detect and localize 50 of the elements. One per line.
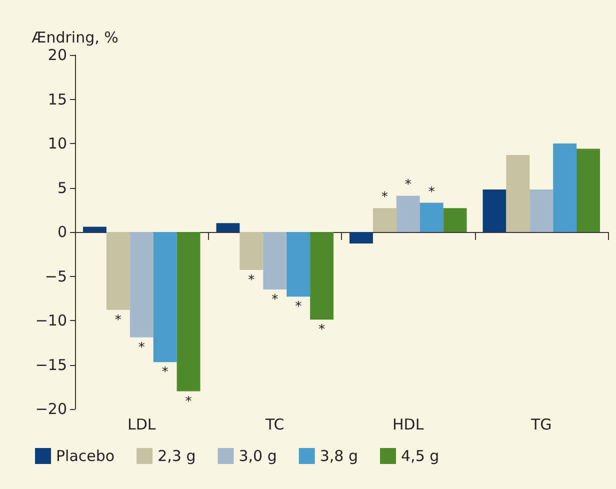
y-tick-label: −10	[35, 312, 67, 330]
y-tick-label: 15	[48, 90, 67, 108]
data-label: *	[295, 300, 302, 315]
y-tick-label: −20	[35, 400, 67, 418]
legend-label: 3,0 g	[238, 447, 277, 465]
x-tick-label: LDL	[127, 416, 156, 434]
data-label: *	[428, 184, 436, 200]
legend-label: 3,8 g	[320, 447, 358, 465]
bar	[240, 232, 264, 270]
bar	[286, 232, 310, 297]
data-label: *	[404, 178, 412, 193]
bar	[130, 232, 154, 338]
bar	[176, 232, 200, 392]
x-tick-label: TC	[264, 416, 284, 434]
bar	[82, 226, 106, 232]
bar	[482, 190, 506, 232]
bar	[310, 232, 334, 320]
data-label: *	[162, 365, 169, 380]
bar	[443, 208, 467, 232]
data-label: *	[272, 292, 279, 308]
bar	[106, 232, 130, 310]
y-tick-label: 20	[48, 46, 67, 64]
data-label: *	[381, 190, 388, 206]
legend-label: Placebo	[56, 447, 115, 465]
x-tick-label: HDL	[392, 416, 424, 434]
legend-label: 2,3 g	[158, 447, 196, 465]
bar	[372, 208, 396, 232]
legend-label: 4,5 g	[401, 447, 440, 465]
x-tick-label: TG	[530, 416, 552, 434]
bar	[576, 148, 600, 232]
y-tick-label: −5	[44, 267, 67, 286]
bar	[530, 190, 554, 232]
bar	[263, 232, 287, 290]
data-label: *	[138, 340, 146, 356]
bar	[506, 155, 530, 232]
bar	[396, 196, 420, 232]
data-label: *	[114, 312, 122, 328]
y-tick-label: 0	[57, 223, 67, 241]
bar	[553, 144, 577, 232]
bar	[420, 202, 444, 232]
y-tick-label: 5	[57, 178, 67, 197]
data-label: *	[318, 322, 326, 338]
data-label: *	[185, 394, 192, 410]
bar	[216, 223, 240, 232]
y-axis-title: Ændring, %	[32, 28, 118, 46]
bar	[349, 232, 373, 244]
bar	[153, 232, 177, 362]
y-tick-label: 10	[48, 134, 67, 152]
data-label: *	[248, 273, 256, 288]
y-tick-label: −15	[35, 356, 67, 374]
